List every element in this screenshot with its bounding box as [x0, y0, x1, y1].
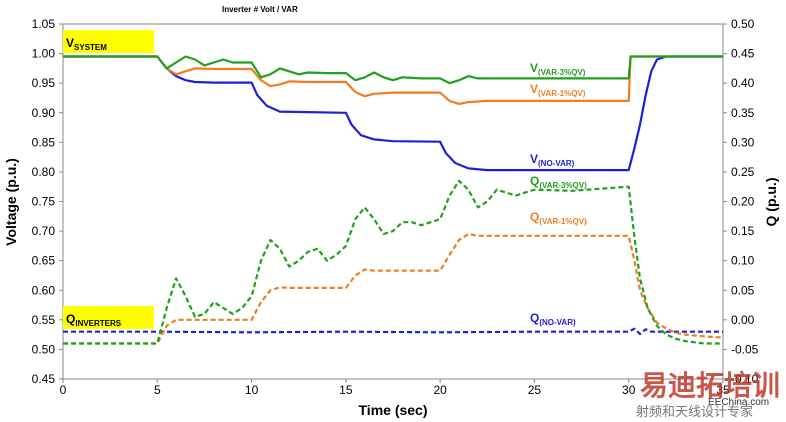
x-tick-label: 15 — [339, 383, 353, 397]
y2-tick-label: 0.25 — [731, 165, 755, 179]
y2-tick-label: 0.40 — [731, 76, 755, 90]
y-tick-label: 0.95 — [32, 76, 56, 90]
y-tick-label: 0.55 — [32, 313, 56, 327]
y-tick-label: 1.05 — [32, 17, 56, 31]
y-tick-label: 0.50 — [32, 342, 56, 356]
watermark-brand: 易迪拓培训 — [640, 369, 780, 401]
watermark-slogan: 射频和天线设计专家 — [636, 404, 753, 419]
label-v-var1: V(VAR-1%QV) — [530, 82, 586, 98]
qinverters-label-box: QINVERTERS — [63, 306, 154, 329]
y2-tick-label: 0.35 — [731, 106, 755, 120]
y-tick-label: 0.65 — [32, 254, 56, 268]
y2-tick-label: 0.50 — [731, 17, 755, 31]
y-tick-label: 0.85 — [32, 135, 56, 149]
watermark-site: EEChina.com — [708, 397, 769, 408]
series-line-q-var3 — [63, 179, 723, 345]
y2-tick-label: 0.10 — [731, 254, 755, 268]
y-tick-label: 0.80 — [32, 165, 56, 179]
x-tick-label: 10 — [245, 383, 259, 397]
y-tick-label: 0.90 — [32, 106, 56, 120]
y2-tick-label: 0.30 — [731, 135, 755, 149]
y-tick-label: 0.75 — [32, 195, 56, 209]
qinverters-box — [63, 306, 154, 329]
y2-tick-label: 0.00 — [731, 313, 755, 327]
y-tick-label: 0.60 — [32, 283, 56, 297]
x-tick-label: 20 — [433, 383, 447, 397]
qinverters-label: QINVERTERS — [66, 312, 122, 328]
series-line-v-var3 — [63, 55, 723, 85]
series-lines — [63, 55, 724, 345]
chart-title: Inverter # Volt / VAR — [222, 5, 298, 14]
y-axis-right: -0.10 -0.05 0.00 0.05 0.10 0.15 0.20 0.25 0.30 0.… — [723, 17, 759, 386]
series-line-q-var1 — [63, 232, 724, 345]
series-line-q-novar — [63, 327, 723, 336]
x-tick-label: 25 — [528, 383, 542, 397]
label-v-novar: V(NO-VAR) — [530, 152, 575, 168]
y2-tick-label: 0.20 — [731, 195, 755, 209]
y2-tick-label: -0.05 — [731, 342, 759, 356]
label-q-var1: Q(VAR-1%QV) — [530, 210, 587, 226]
y-tick-label: 0.70 — [32, 224, 56, 238]
series-labels: V(VAR-3%QV) V(VAR-1%QV) V(NO-VAR) Q(VAR-… — [530, 61, 587, 327]
y2-tick-label: -0.10 — [731, 372, 759, 386]
y-axis-title: Voltage (p.u.) — [3, 158, 19, 246]
label-v-var3: V(VAR-3%QV) — [530, 61, 586, 77]
x-tick-label: 30 — [622, 383, 636, 397]
x-axis: 0 5 10 15 20 25 30 35 — [60, 379, 730, 397]
y2-tick-label: 0.45 — [731, 47, 755, 61]
series-line-v-novar — [63, 55, 723, 172]
x-tick-label: 0 — [60, 383, 67, 397]
x-tick-label: 35 — [716, 383, 730, 397]
y2-tick-label: 0.15 — [731, 224, 755, 238]
x-axis-title: Time (sec) — [359, 402, 428, 418]
watermark: 易迪拓培训 射频和天线设计专家 EEChina.com — [636, 369, 780, 419]
vsystem-label-box: VSYSTEM — [63, 30, 154, 53]
y-tick-label: 1.00 — [32, 47, 56, 61]
label-q-novar: Q(NO-VAR) — [530, 311, 576, 327]
series-line-v-var1 — [63, 55, 723, 106]
y-axis-left: 0.45 0.50 0.55 0.60 0.65 0.70 0.75 0.80 0.85 0.90… — [32, 17, 63, 386]
y2-axis-title: Q (p.u.) — [763, 178, 779, 227]
vsystem-box — [63, 30, 154, 53]
label-q-var3: Q(VAR-3%QV) — [530, 174, 587, 190]
x-tick-label: 5 — [154, 383, 161, 397]
y2-tick-label: 0.05 — [731, 283, 755, 297]
y-tick-label: 0.45 — [32, 372, 56, 386]
vsystem-label: VSYSTEM — [66, 36, 107, 52]
